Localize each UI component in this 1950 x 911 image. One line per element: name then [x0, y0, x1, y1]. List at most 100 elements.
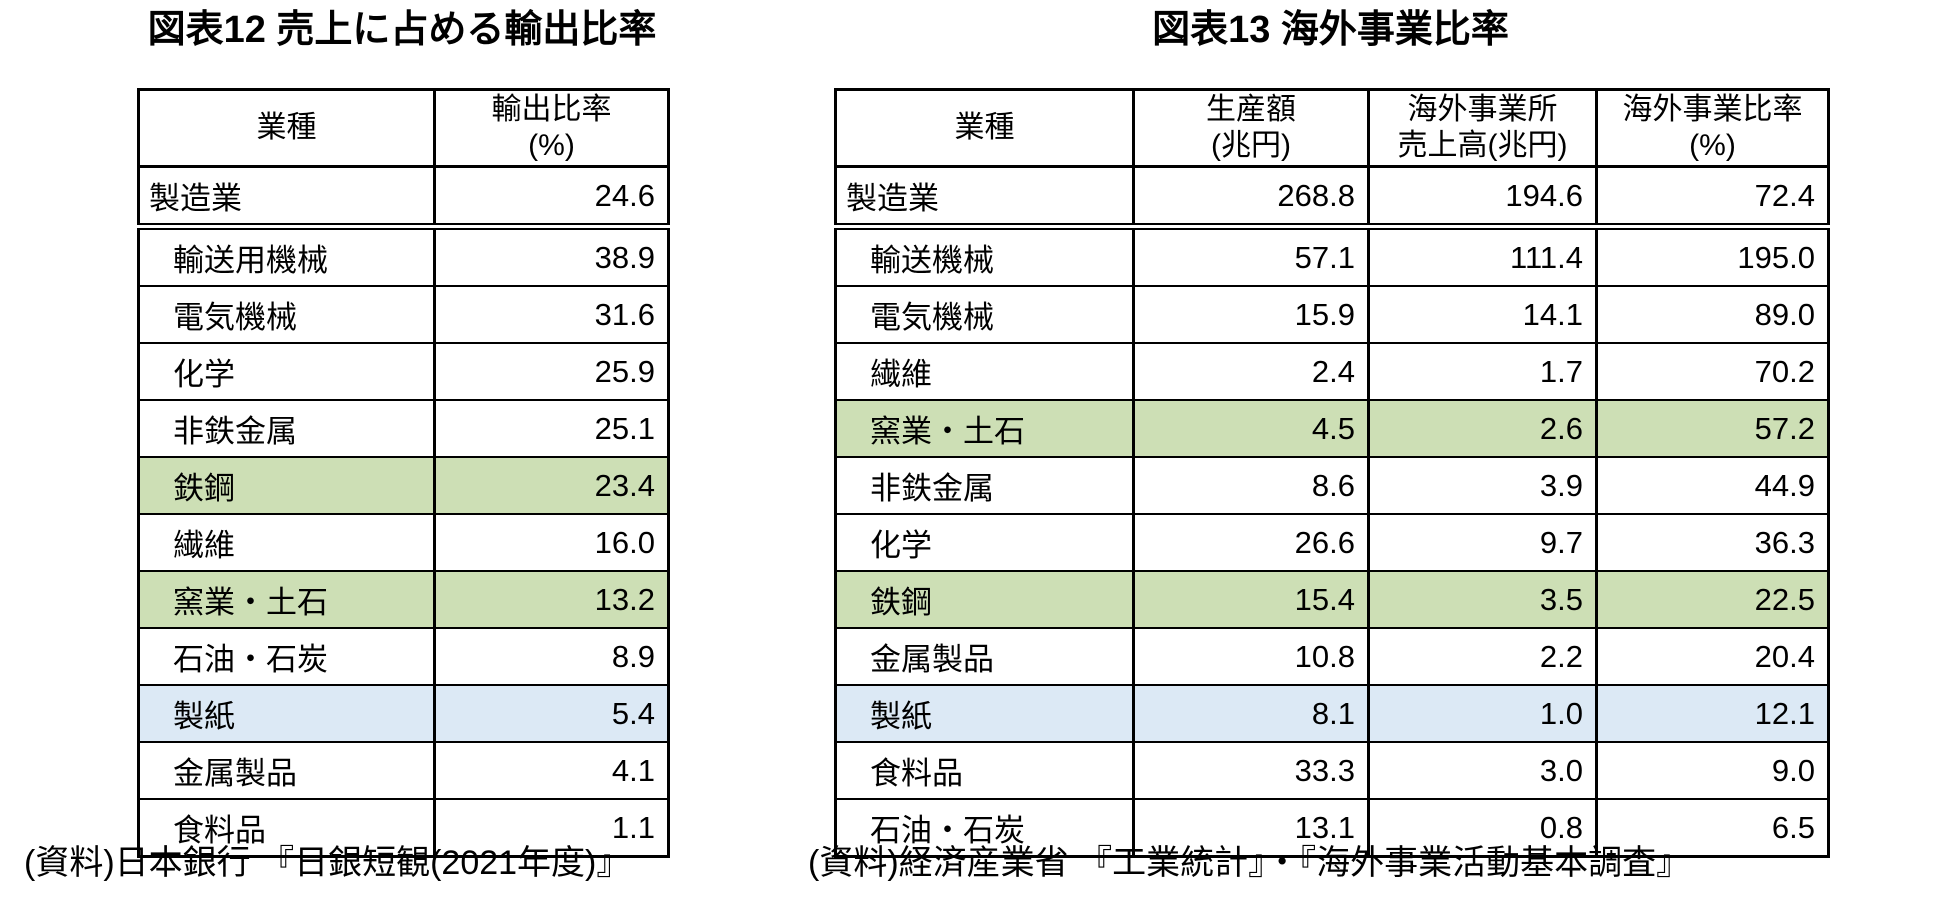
industry-cell: 電気機械	[834, 285, 1135, 344]
value-cell: 26.6	[1132, 513, 1370, 572]
value-cell: 2.2	[1367, 627, 1598, 686]
table-row: 輸送用機械 38.9	[137, 225, 670, 287]
header-overseas-sales: 海外事業所 売上高(兆円)	[1367, 88, 1598, 168]
value-cell: 0.8	[1367, 798, 1598, 858]
value-cell: 72.4	[1595, 165, 1830, 230]
industry-cell: 窯業・土石	[137, 570, 436, 629]
header-overseas-ratio: 海外事業比率 (%)	[1595, 88, 1830, 168]
industry-cell: 繊維	[137, 513, 436, 572]
value-cell: 4.1	[433, 741, 670, 800]
value-cell: 70.2	[1595, 342, 1830, 401]
value-cell: 57.2	[1595, 399, 1830, 458]
figure-13-overseas-ratio: 図表13 海外事業比率 業種 生産額 (兆円) 海外事業所 売上高(兆円) 海外…	[834, 0, 1830, 858]
value-cell: 13.1	[1132, 798, 1370, 858]
value-cell: 57.1	[1132, 225, 1370, 287]
value-cell: 3.0	[1367, 741, 1598, 800]
industry-cell: 鉄鋼	[834, 570, 1135, 629]
industry-cell: 化学	[834, 513, 1135, 572]
industry-cell: 窯業・土石	[834, 399, 1135, 458]
table-row: 製造業 268.8 194.6 72.4	[834, 165, 1830, 230]
value-cell: 3.5	[1367, 570, 1598, 629]
value-cell: 8.1	[1132, 684, 1370, 743]
value-cell: 22.5	[1595, 570, 1830, 629]
value-cell: 2.6	[1367, 399, 1598, 458]
value-cell: 14.1	[1367, 285, 1598, 344]
value-cell: 33.3	[1132, 741, 1370, 800]
header-row: 業種 輸出比率 (%)	[137, 88, 670, 168]
industry-cell: 鉄鋼	[137, 456, 436, 515]
value-cell: 25.9	[433, 342, 670, 401]
industry-cell: 輸送用機械	[137, 225, 436, 287]
value-cell: 16.0	[433, 513, 670, 572]
industry-cell: 非鉄金属	[834, 456, 1135, 515]
table-row: 輸送機械 57.1 111.4 195.0	[834, 225, 1830, 287]
table-row: 繊維 2.4 1.7 70.2	[834, 342, 1830, 401]
value-cell: 8.9	[433, 627, 670, 686]
value-cell: 5.4	[433, 684, 670, 743]
industry-cell: 金属製品	[834, 627, 1135, 686]
industry-cell: 製紙	[137, 684, 436, 743]
table-row: 食料品 33.3 3.0 9.0	[834, 741, 1830, 800]
value-cell: 13.2	[433, 570, 670, 629]
table-row: 石油・石炭 13.1 0.8 6.5	[834, 798, 1830, 858]
value-cell: 44.9	[1595, 456, 1830, 515]
value-cell: 12.1	[1595, 684, 1830, 743]
industry-cell: 電気機械	[137, 285, 436, 344]
header-industry: 業種	[834, 88, 1135, 168]
industry-cell: 食料品	[137, 798, 436, 858]
table-row: 製紙 8.1 1.0 12.1	[834, 684, 1830, 743]
value-cell: 31.6	[433, 285, 670, 344]
table-row: 鉄鋼 23.4	[137, 456, 670, 515]
export-ratio-table: 業種 輸出比率 (%) 製造業 24.6 輸送用機械 38.9 電気機械 31.6 化学 25…	[137, 88, 670, 858]
value-cell: 8.6	[1132, 456, 1370, 515]
table-row: 石油・石炭 8.9	[137, 627, 670, 686]
table-row: 製造業 24.6	[137, 165, 670, 230]
value-cell: 194.6	[1367, 165, 1598, 230]
table-row: 繊維 16.0	[137, 513, 670, 572]
industry-cell: 石油・石炭	[834, 798, 1135, 858]
value-cell: 3.9	[1367, 456, 1598, 515]
value-cell: 89.0	[1595, 285, 1830, 344]
value-cell: 9.0	[1595, 741, 1830, 800]
figure13-title: 図表13 海外事業比率	[1152, 9, 1509, 51]
value-cell: 2.4	[1132, 342, 1370, 401]
table-row: 非鉄金属 25.1	[137, 399, 670, 458]
value-cell: 111.4	[1367, 225, 1598, 287]
value-cell: 25.1	[433, 399, 670, 458]
value-cell: 195.0	[1595, 225, 1830, 287]
figure12-source: (資料)日本銀行 『日銀短観(2021年度)』	[24, 844, 631, 882]
table-row: 窯業・土石 4.5 2.6 57.2	[834, 399, 1830, 458]
value-cell: 20.4	[1595, 627, 1830, 686]
value-cell: 1.0	[1367, 684, 1598, 743]
table-row: 金属製品 10.8 2.2 20.4	[834, 627, 1830, 686]
value-cell: 24.6	[433, 165, 670, 230]
value-cell: 6.5	[1595, 798, 1830, 858]
industry-cell: 輸送機械	[834, 225, 1135, 287]
value-cell: 1.7	[1367, 342, 1598, 401]
value-cell: 36.3	[1595, 513, 1830, 572]
table-row: 金属製品 4.1	[137, 741, 670, 800]
table-row: 電気機械 15.9 14.1 89.0	[834, 285, 1830, 344]
industry-cell: 化学	[137, 342, 436, 401]
table-row: 化学 26.6 9.7 36.3	[834, 513, 1830, 572]
header-industry: 業種	[137, 88, 436, 168]
value-cell: 15.9	[1132, 285, 1370, 344]
industry-cell: 非鉄金属	[137, 399, 436, 458]
overseas-ratio-table: 業種 生産額 (兆円) 海外事業所 売上高(兆円) 海外事業比率 (%) 製造業…	[834, 88, 1830, 858]
industry-cell: 製造業	[137, 165, 436, 230]
industry-cell: 製造業	[834, 165, 1135, 230]
industry-cell: 金属製品	[137, 741, 436, 800]
table-row: 電気機械 31.6	[137, 285, 670, 344]
industry-cell: 食料品	[834, 741, 1135, 800]
industry-cell: 繊維	[834, 342, 1135, 401]
value-cell: 268.8	[1132, 165, 1370, 230]
table-row: 化学 25.9	[137, 342, 670, 401]
industry-cell: 石油・石炭	[137, 627, 436, 686]
value-cell: 38.9	[433, 225, 670, 287]
value-cell: 10.8	[1132, 627, 1370, 686]
value-cell: 1.1	[433, 798, 670, 858]
figure-12-export-ratio: 図表12 売上に占める輸出比率 業種 輸出比率 (%) 製造業 24.6 輸送用機械…	[137, 0, 670, 858]
industry-cell: 製紙	[834, 684, 1135, 743]
header-production: 生産額 (兆円)	[1132, 88, 1370, 168]
value-cell: 23.4	[433, 456, 670, 515]
